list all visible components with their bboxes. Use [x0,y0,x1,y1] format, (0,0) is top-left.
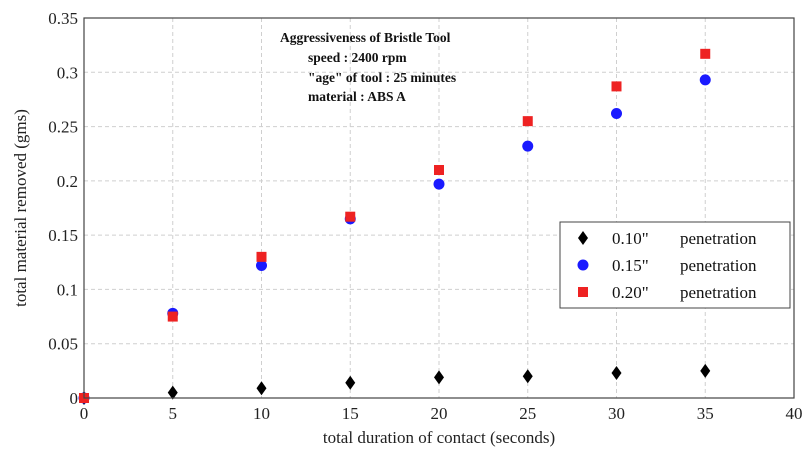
x-tick-label: 5 [169,404,178,423]
x-tick-label: 40 [786,404,803,423]
data-points [78,48,711,405]
legend-series-name: 0.15" [612,256,649,275]
legend-marker [578,287,588,297]
data-point [345,375,356,390]
annotation-block: Aggressiveness of Bristle Tool speed : 2… [280,30,456,104]
data-point [522,140,534,152]
data-point [434,165,444,175]
legend-box [559,221,791,309]
legend-series-suffix: penetration [680,283,757,302]
annotation-material: material : ABS A [308,89,406,104]
y-tick-labels: 0 0.05 0.1 0.15 0.2 0.25 0.3 0.35 [48,9,78,408]
y-tick-label: 0.3 [57,63,78,82]
legend-series-suffix: penetration [680,229,757,248]
annotation-tool-age: "age" of tool : 25 minutes [308,70,456,85]
y-tick-label: 0.25 [48,118,78,137]
y-tick-label: 0 [70,389,79,408]
data-point [700,363,711,378]
data-point [522,116,533,127]
legend-marker [577,259,589,271]
data-point [434,370,444,385]
legend-series-suffix: penetration [680,256,757,275]
data-point [345,211,356,222]
x-tick-labels: 0 5 10 15 20 25 30 35 40 [80,404,803,423]
data-point [611,81,622,92]
data-point [611,108,622,120]
legend-series-name: 0.10" [612,229,649,248]
data-point [256,251,267,262]
legend-marker [578,231,588,245]
y-tick-label: 0.1 [57,280,78,299]
y-tick-label: 0.15 [48,226,78,245]
data-point [167,311,178,322]
x-axis-label: total duration of contact (seconds) [323,428,555,447]
data-point [167,385,178,400]
y-tick-label: 0.05 [48,335,78,354]
x-tick-label: 0 [80,404,89,423]
data-point [700,48,711,59]
legend: 0.10" penetration 0.15" penetration 0.20" pen… [559,221,791,309]
x-tick-label: 30 [608,404,625,423]
x-tick-label: 15 [342,404,359,423]
x-tick-label: 10 [253,404,270,423]
series-diamond-points [79,363,711,405]
data-point [699,74,711,86]
y-tick-label: 0.2 [57,172,78,191]
y-tick-label: 0.35 [48,9,78,28]
y-axis-label: total material removed (gms) [11,109,30,307]
legend-series-name: 0.20" [612,283,649,302]
annotation-speed: speed : 2400 rpm [308,50,407,65]
annotation-title: Aggressiveness of Bristle Tool [280,30,451,45]
plot-frame [83,17,795,399]
x-tick-label: 25 [519,404,536,423]
data-point [256,381,267,396]
data-point [611,366,622,381]
data-point [433,178,445,190]
x-tick-label: 20 [431,404,448,423]
x-tick-label: 35 [697,404,714,423]
data-point [522,369,533,384]
data-point [256,260,267,272]
